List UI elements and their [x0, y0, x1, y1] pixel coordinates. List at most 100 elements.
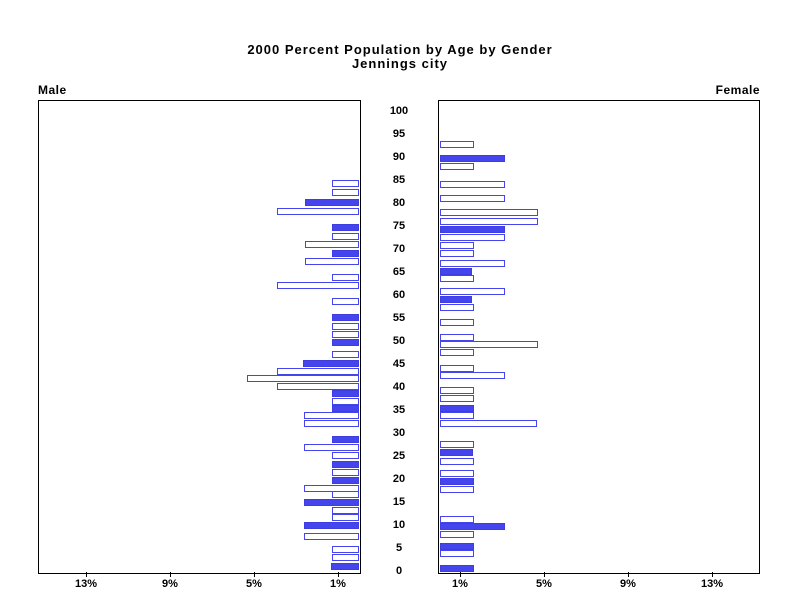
- male-population-bar-outline: [277, 368, 359, 375]
- female-population-bar-outline: [440, 387, 474, 394]
- male-population-bar-outline: [332, 351, 359, 358]
- female-population-bar-outline: [440, 395, 474, 402]
- chart-subtitle: Jennings city: [351, 56, 449, 71]
- female-population-bar-solid: [440, 268, 472, 275]
- male-population-bar-outline: [332, 398, 359, 405]
- age-axis-label: 80: [392, 197, 406, 209]
- male-population-bar-solid: [332, 339, 359, 346]
- female-population-bar-solid: [440, 296, 472, 303]
- male-population-bar-outline: [332, 331, 359, 338]
- female-population-bar-outline: [440, 209, 538, 216]
- male-population-bar-solid: [304, 499, 359, 506]
- male-population-bar-outline: [332, 189, 359, 196]
- male-population-bar-outline: [305, 241, 359, 248]
- male-population-bar-outline: [332, 554, 359, 561]
- age-axis-label: 45: [392, 358, 406, 370]
- female-population-bar-solid: [440, 405, 474, 412]
- female-panel: [438, 100, 760, 574]
- female-population-bar-solid: [440, 523, 505, 530]
- female-population-bar-outline: [440, 516, 474, 523]
- female-population-bar-outline: [440, 141, 474, 148]
- percent-axis-label: 1%: [452, 578, 468, 590]
- age-axis-label: 75: [392, 220, 406, 232]
- female-population-bar-outline: [440, 486, 474, 493]
- male-population-bar-outline: [304, 412, 359, 419]
- female-population-bar-outline: [440, 163, 474, 170]
- age-axis-label: 90: [392, 151, 406, 163]
- axis-tick: [712, 572, 713, 577]
- male-population-bar-solid: [332, 477, 359, 484]
- age-axis-label: 25: [392, 450, 406, 462]
- female-population-bar-outline: [440, 319, 474, 326]
- female-population-bar-outline: [440, 304, 474, 311]
- male-population-bar-outline: [332, 452, 359, 459]
- age-axis-label: 5: [395, 542, 403, 554]
- female-population-bar-outline: [440, 420, 537, 427]
- percent-axis-label: 5%: [536, 578, 552, 590]
- male-population-bar-outline: [277, 383, 359, 390]
- age-axis-label: 35: [392, 404, 406, 416]
- female-population-bar-outline: [440, 458, 474, 465]
- female-population-bar-solid: [440, 543, 474, 550]
- age-axis-label: 10: [392, 519, 406, 531]
- male-population-bar-outline: [332, 546, 359, 553]
- age-axis-label: 60: [392, 289, 406, 301]
- male-population-bar-outline: [332, 514, 359, 521]
- female-population-bar-solid: [440, 565, 474, 572]
- age-axis-label: 20: [392, 473, 406, 485]
- male-population-bar-solid: [331, 563, 359, 570]
- female-population-bar-outline: [440, 250, 474, 257]
- male-population-bar-outline: [332, 323, 359, 330]
- male-population-bar-outline: [332, 298, 359, 305]
- female-population-bar-outline: [440, 372, 505, 379]
- male-population-bar-outline: [304, 533, 359, 540]
- male-population-bar-solid: [305, 199, 359, 206]
- male-population-bar-outline: [305, 258, 359, 265]
- female-population-bar-outline: [440, 550, 474, 557]
- male-population-bar-outline: [332, 233, 359, 240]
- male-population-bar-outline: [304, 485, 359, 492]
- female-population-bar-outline: [440, 531, 474, 538]
- female-population-bar-outline: [440, 412, 474, 419]
- axis-tick: [254, 572, 255, 577]
- axis-tick: [544, 572, 545, 577]
- female-population-bar-solid: [440, 449, 473, 456]
- male-population-bar-outline: [332, 274, 359, 281]
- female-population-bar-outline: [440, 242, 474, 249]
- male-population-bar-outline: [304, 444, 359, 451]
- male-population-bar-outline: [277, 282, 359, 289]
- male-population-bar-solid: [332, 405, 359, 412]
- age-axis-label: 85: [392, 174, 406, 186]
- male-population-bar-outline: [332, 180, 359, 187]
- age-axis-label: 30: [392, 427, 406, 439]
- male-panel: [38, 100, 361, 574]
- female-population-bar-outline: [440, 334, 474, 341]
- percent-axis-label: 5%: [246, 578, 262, 590]
- female-population-bar-outline: [440, 260, 505, 267]
- percent-axis-label: 13%: [74, 578, 98, 590]
- percent-axis-label: 1%: [330, 578, 346, 590]
- age-axis-label: 40: [392, 381, 406, 393]
- female-population-bar-outline: [440, 341, 538, 348]
- male-population-bar-solid: [332, 250, 359, 257]
- axis-tick: [628, 572, 629, 577]
- male-population-bar-outline: [332, 491, 359, 498]
- male-population-bar-outline: [332, 469, 359, 476]
- age-axis-label: 65: [392, 266, 406, 278]
- axis-tick: [338, 572, 339, 577]
- female-population-bar-outline: [440, 349, 474, 356]
- male-population-bar-solid: [303, 360, 359, 367]
- male-population-bar-outline: [304, 420, 359, 427]
- female-population-bar-outline: [440, 470, 474, 477]
- male-population-bar-solid: [304, 522, 359, 529]
- male-population-bar-solid: [332, 390, 359, 397]
- male-population-bar-solid: [332, 224, 359, 231]
- age-axis-label: 95: [392, 128, 406, 140]
- age-axis-label: 70: [392, 243, 406, 255]
- male-population-bar-outline: [277, 208, 359, 215]
- female-panel-header: Female: [715, 83, 760, 97]
- female-population-bar-outline: [440, 195, 505, 202]
- female-population-bar-outline: [440, 441, 474, 448]
- percent-axis-label: 9%: [620, 578, 636, 590]
